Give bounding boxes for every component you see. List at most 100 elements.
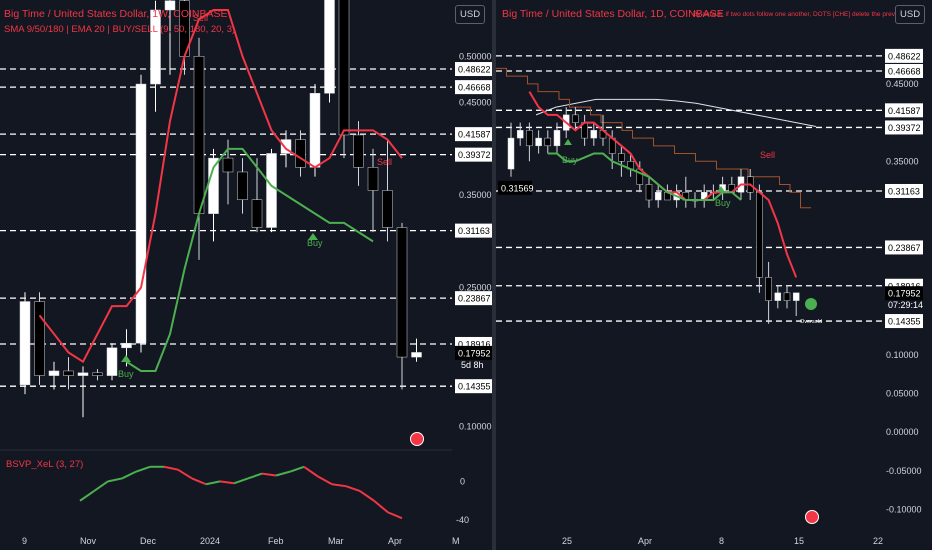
weekly-candle-body — [222, 157, 234, 173]
weekly-level-label: 0.39372 — [458, 150, 491, 160]
weekly-buy-arrow — [121, 355, 131, 362]
daily-candle-body — [765, 277, 772, 301]
daily-candle-body — [783, 292, 791, 301]
weekly-x-tick: Feb — [268, 536, 284, 546]
weekly-level-label: 0.46668 — [458, 83, 491, 93]
weekly-y-tick: 0.25000 — [459, 283, 492, 293]
daily-level-label-box — [885, 240, 923, 255]
weekly-level-label-box — [455, 127, 492, 142]
daily-oversold-label: Oversold — [800, 319, 822, 325]
weekly-candle-body — [353, 134, 364, 168]
daily-currency-button[interactable]: USD — [895, 5, 926, 24]
daily-x-tick: 25 — [562, 536, 572, 546]
weekly-y-tick: 0.35000 — [459, 190, 492, 200]
daily-point-label: 0.31569 — [501, 183, 534, 193]
weekly-y-tick: 0.45000 — [459, 98, 492, 108]
weekly-candle-body — [266, 153, 277, 228]
weekly-x-tick: 2024 — [200, 536, 220, 546]
daily-candle-body — [590, 130, 598, 139]
weekly-chart-pane[interactable]: 0.10000 0.25000 0.35000 0.45000 0.50000 0.486… — [0, 0, 492, 550]
oscillator-segment — [107, 477, 123, 483]
daily-ema-line — [547, 152, 742, 201]
weekly-candle-body — [237, 171, 248, 200]
weekly-candle-body — [121, 342, 132, 349]
weekly-candle-body — [324, 0, 335, 94]
weekly-chart-svg[interactable]: 0.10000 0.25000 0.35000 0.45000 0.50000 0.486… — [0, 0, 492, 550]
daily-price-label: 0.17952 — [888, 289, 921, 299]
daily-candle-body — [756, 191, 763, 278]
weekly-level-label: 0.48622 — [458, 65, 491, 75]
weekly-candle-body — [164, 0, 176, 11]
daily-candle-body — [535, 137, 542, 147]
weekly-x-tick: M — [452, 536, 460, 546]
weekly-indicator-legend: SMA 9/50/180 | EMA 20 | BUY/SELL (9, 50,… — [4, 24, 236, 35]
oscillator-segment — [331, 483, 347, 488]
daily-long-sma — [535, 98, 817, 127]
weekly-flag-icon — [410, 432, 424, 446]
daily-candle-body — [507, 137, 515, 170]
daily-level-label: 0.41587 — [888, 106, 921, 116]
daily-sell-label: Sell — [760, 150, 775, 160]
daily-x-tick: Apr — [638, 536, 652, 546]
oscillator-tick: -40 — [456, 515, 469, 525]
daily-y-tick: -0.10000 — [886, 505, 922, 515]
daily-chart-pane[interactable]: -0.10000 -0.05000 0.00000 0.05000 0.10000 0.3… — [496, 0, 932, 550]
daily-level-label-box — [885, 120, 923, 135]
weekly-candle-body — [106, 347, 118, 376]
daily-candle-body — [774, 292, 782, 301]
weekly-price-label: 0.17952 — [458, 348, 491, 358]
weekly-x-tick: Nov — [80, 536, 97, 546]
weekly-buy-label: Buy — [118, 369, 134, 379]
weekly-candle-body — [92, 372, 103, 376]
weekly-level-label-box — [455, 291, 492, 306]
daily-level-label-box — [885, 63, 923, 78]
daily-level-label: 0.48622 — [888, 51, 921, 61]
weekly-candle-body — [193, 56, 205, 214]
weekly-level-label: 0.18916 — [458, 339, 491, 349]
daily-x-tick: 8 — [719, 536, 724, 546]
daily-candle-body — [572, 114, 579, 123]
daily-candle-body — [792, 292, 800, 301]
daily-flag-icon — [805, 510, 819, 524]
oscillator-segment — [233, 477, 249, 485]
daily-level-label: 0.31163 — [888, 186, 920, 196]
oscillator-segment — [373, 499, 389, 514]
pane-separator[interactable] — [492, 0, 496, 550]
weekly-candle-body — [19, 301, 31, 386]
weekly-candle-body — [251, 199, 263, 228]
weekly-level-label: 0.14355 — [458, 382, 491, 392]
weekly-buy-label: Buy — [307, 238, 323, 248]
daily-candle-body — [645, 184, 653, 201]
daily-chart-svg[interactable]: -0.10000 -0.05000 0.00000 0.05000 0.10000 0.3… — [496, 0, 932, 550]
weekly-price-label-box — [455, 345, 492, 360]
weekly-currency-button[interactable]: USD — [455, 5, 486, 24]
weekly-candle-body — [338, 0, 350, 136]
weekly-candle-body — [77, 372, 89, 376]
weekly-ema-line — [125, 147, 374, 372]
daily-y-tick: 0.35000 — [886, 156, 919, 166]
daily-level-label-box — [885, 103, 923, 118]
oscillator-segment — [163, 465, 179, 471]
daily-y-tick: -0.05000 — [886, 466, 922, 476]
weekly-x-tick: 9 — [22, 536, 27, 546]
daily-x-tick: 22 — [873, 536, 883, 546]
oscillator-segment — [93, 480, 109, 492]
daily-level-label-box — [885, 314, 923, 329]
weekly-countdown: 5d 8h — [461, 360, 484, 370]
daily-buy-arrow — [717, 186, 725, 192]
oscillator-segment — [247, 472, 263, 480]
weekly-candle-body — [135, 83, 147, 344]
daily-level-label-box — [885, 183, 923, 198]
oscillator-segment — [79, 490, 95, 502]
oscillator-segment — [261, 472, 277, 477]
daily-level-label: 0.14355 — [888, 317, 921, 327]
daily-level-label: 0.23867 — [888, 243, 921, 253]
weekly-level-label-box — [455, 379, 492, 394]
daily-y-tick: 0.05000 — [886, 388, 919, 398]
weekly-candle-body — [411, 352, 422, 358]
oscillator-segment — [303, 465, 319, 478]
weekly-y-tick: 0.10000 — [459, 421, 492, 431]
daily-y-tick: 0.00000 — [886, 427, 919, 437]
daily-buy-label: Buy — [715, 198, 731, 208]
daily-x-tick: 15 — [794, 536, 804, 546]
